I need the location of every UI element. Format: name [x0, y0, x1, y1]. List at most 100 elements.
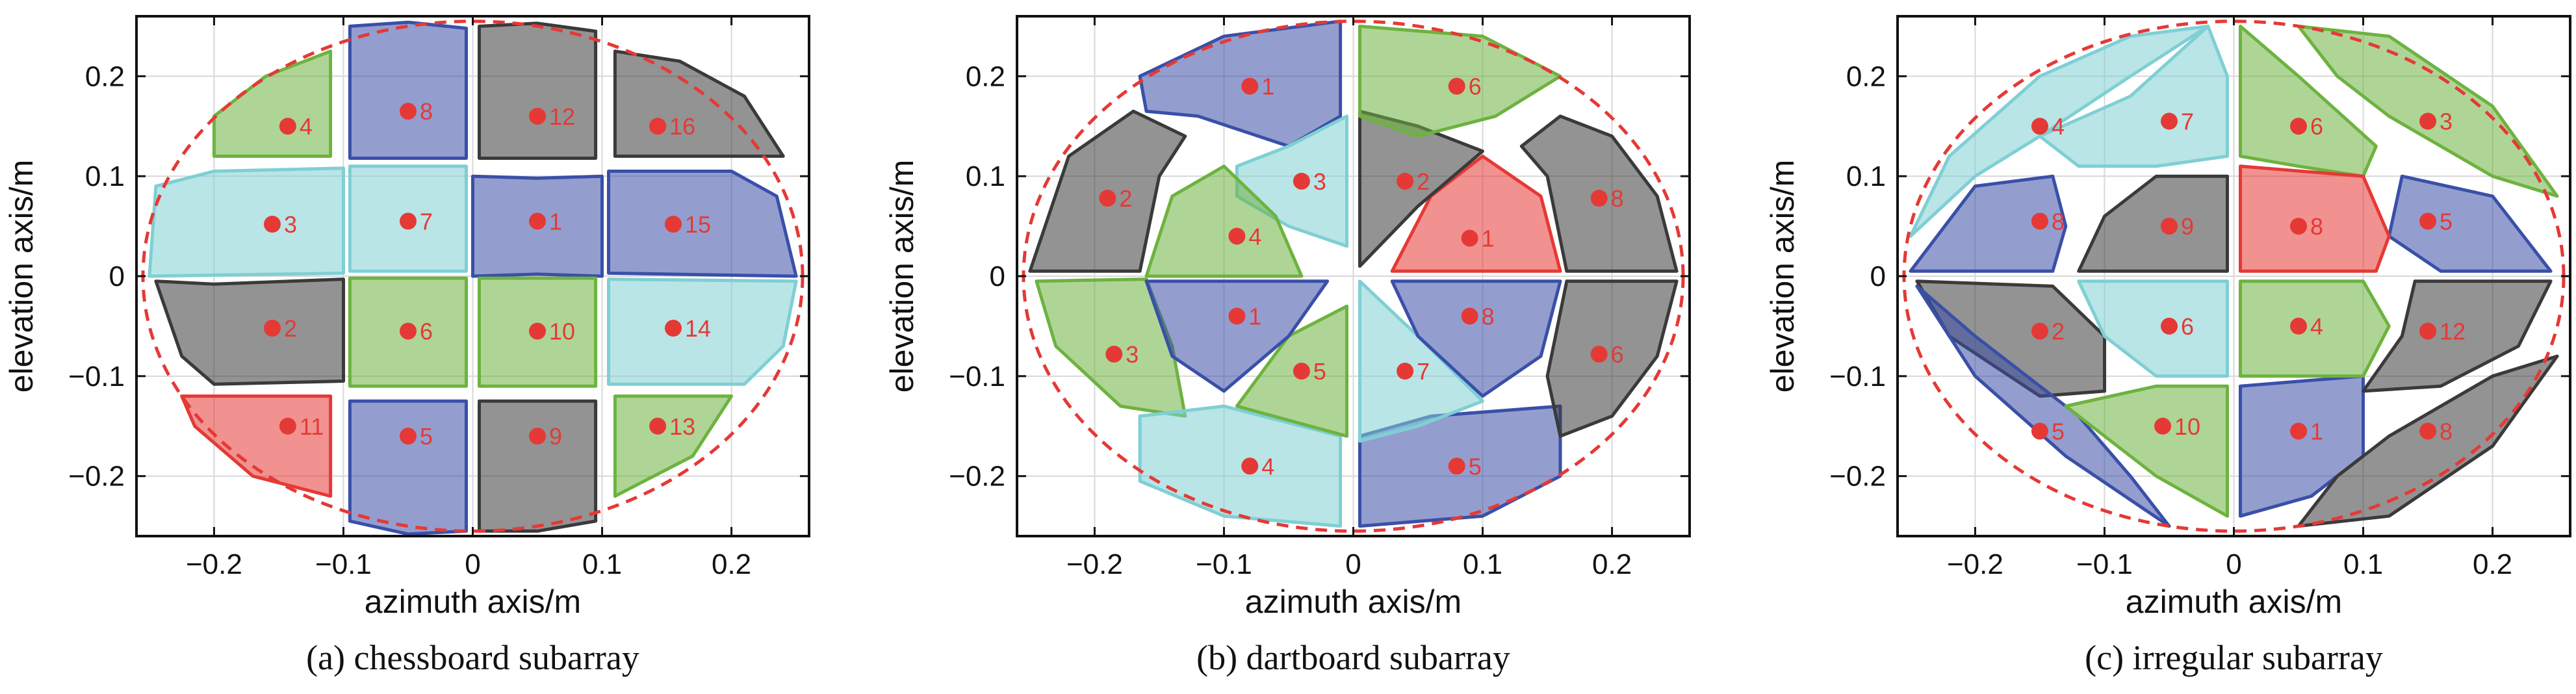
subarray-label: 2 — [2052, 318, 2065, 345]
y-tick-label: 0 — [1870, 261, 1886, 292]
phase-center-point — [1397, 363, 1414, 380]
phase-center-point — [2031, 118, 2048, 135]
subarray-region — [2064, 384, 2229, 518]
subarray-label: 5 — [2440, 208, 2453, 235]
x-tick-label: 0.1 — [1463, 548, 1502, 580]
subarray-region — [2387, 174, 2553, 273]
phase-center-point — [1241, 77, 1259, 95]
x-axis-title: azimuth axis/m — [1245, 584, 1462, 620]
phase-center-point — [529, 212, 547, 230]
x-tick-label: −0.2 — [186, 548, 242, 580]
subarray-label: 6 — [1469, 73, 1482, 100]
subarray-label: 2 — [1417, 168, 1430, 195]
phase-center-point — [1448, 77, 1465, 95]
subarray-label: 8 — [2310, 213, 2323, 240]
phase-center-point — [1241, 457, 1259, 475]
phase-center-point — [1293, 363, 1310, 380]
phase-center-point — [279, 417, 296, 435]
x-tick-label: −0.2 — [1066, 548, 1123, 580]
subarray-label: 7 — [2181, 109, 2194, 135]
subarray-label: 6 — [420, 318, 433, 345]
subarray-label: 8 — [2052, 208, 2065, 235]
y-tick-label: 0.1 — [85, 161, 125, 192]
subarray-label: 5 — [1469, 453, 1482, 480]
subarray-label: 1 — [549, 208, 562, 235]
x-tick-label: 0 — [2226, 548, 2241, 580]
subarray-label: 13 — [669, 413, 695, 440]
phase-center-point — [2031, 322, 2048, 340]
subarray-label: 2 — [1119, 185, 1132, 212]
phase-center-point — [263, 320, 281, 337]
phase-center-point — [665, 216, 682, 233]
subarray-region — [1144, 164, 1304, 278]
phase-center-point — [1099, 190, 1116, 207]
subarray-layer — [1909, 24, 2559, 528]
x-tick-label: 0 — [465, 548, 480, 580]
subarray-label: 4 — [2310, 313, 2323, 340]
phase-center-point — [2419, 322, 2437, 340]
subarray-label: 12 — [549, 103, 575, 130]
subarray-region — [607, 170, 798, 278]
subarray-label: 3 — [1126, 341, 1139, 368]
subarray-label: 1 — [1261, 73, 1274, 100]
phase-center-point — [2160, 218, 2178, 235]
subarray-label: 7 — [1417, 358, 1430, 385]
subarray-label: 8 — [2440, 418, 2453, 444]
x-axis-title: azimuth axis/m — [2126, 584, 2342, 620]
phase-center-point — [1461, 229, 1478, 247]
x-tick-label: −0.1 — [2076, 548, 2133, 580]
y-axis-title: elevation axis/m — [1764, 160, 1801, 393]
phase-center-point — [2160, 317, 2178, 335]
phase-center-point — [2419, 422, 2437, 440]
y-tick-label: −0.1 — [949, 361, 1005, 392]
subarray-region — [607, 277, 798, 386]
subarray-label: 4 — [1261, 453, 1274, 480]
subarray-region — [613, 394, 734, 498]
phase-center-point — [399, 103, 417, 120]
x-tick-label: −0.1 — [1196, 548, 1252, 580]
subarray-label: 5 — [420, 423, 433, 450]
phase-center-point — [1590, 190, 1608, 207]
subarray-label: 6 — [2310, 113, 2323, 140]
subarray-label: 3 — [2440, 109, 2453, 135]
subarray-label: 4 — [2052, 113, 2065, 140]
subarray-label: 15 — [685, 211, 711, 238]
phase-center-point — [1293, 172, 1310, 190]
phase-center-point — [1590, 346, 1608, 363]
subarray-region — [2362, 279, 2553, 393]
phase-center-point — [649, 118, 667, 135]
y-tick-label: −0.2 — [1829, 461, 1886, 493]
x-tick-label: 0.2 — [2473, 548, 2512, 580]
subarray-label: 2 — [284, 315, 297, 342]
y-tick-label: 0.2 — [966, 60, 1005, 92]
phase-center-point — [2290, 422, 2308, 440]
subarray-label: 12 — [2440, 318, 2466, 345]
x-tick-label: 0.2 — [712, 548, 751, 580]
phase-center-point — [2160, 112, 2178, 130]
subarray-label: 7 — [420, 208, 433, 235]
phase-center-point — [279, 118, 296, 135]
subarray-label: 6 — [2181, 313, 2194, 340]
subarray-region — [1915, 284, 2171, 528]
y-tick-label: −0.1 — [68, 361, 125, 392]
subarray-region — [154, 277, 345, 386]
subarray-region — [2297, 354, 2559, 528]
phase-center-point — [649, 417, 667, 435]
y-tick-label: −0.1 — [1829, 361, 1886, 392]
phase-center-point — [2031, 212, 2048, 230]
subarray-region — [2077, 174, 2229, 273]
phase-center-point — [2419, 212, 2437, 230]
y-tick-label: 0 — [109, 261, 125, 292]
y-axis-title: elevation axis/m — [884, 160, 920, 393]
subarray-label: 4 — [1248, 223, 1261, 250]
subarray-label: 8 — [1611, 185, 1624, 212]
subarray-label: 4 — [300, 113, 313, 140]
subarray-region — [348, 20, 468, 160]
subarray-label: 6 — [1611, 341, 1624, 368]
phase-center-point — [2154, 417, 2172, 435]
subarray-label: 8 — [420, 98, 433, 125]
phase-center-point — [1448, 457, 1465, 475]
subarray-layer — [148, 20, 798, 536]
